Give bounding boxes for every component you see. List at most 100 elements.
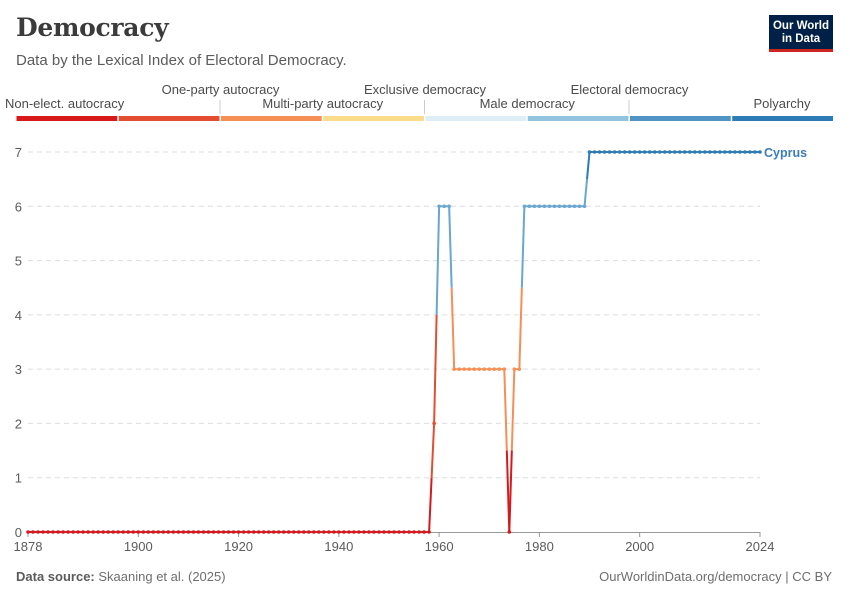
data-point [667, 150, 672, 154]
data-point [517, 367, 522, 371]
data-point [166, 530, 171, 534]
data-point [26, 530, 30, 534]
y-tick-label-5: 5 [15, 254, 22, 269]
data-point [582, 204, 587, 209]
data-source-text[interactable]: Skaaning et al. (2025) [98, 569, 226, 584]
data-point [607, 150, 612, 154]
series-segment [583, 179, 589, 207]
data-point [311, 530, 316, 534]
data-point [512, 367, 517, 371]
data-point [617, 150, 622, 154]
data-point [146, 530, 151, 534]
data-point [627, 150, 632, 154]
logo-line-1: Our World [772, 20, 829, 32]
data-point [186, 530, 191, 534]
data-point [352, 530, 356, 534]
data-point [662, 150, 667, 154]
data-point [632, 150, 637, 154]
owid-logo[interactable]: Our World in Data [769, 15, 833, 52]
x-tick-label-1960: 1960 [425, 539, 454, 554]
legend-label-4: Male democracy [480, 96, 576, 111]
legend-label-5: Electoral democracy [571, 82, 689, 97]
data-point [622, 150, 627, 154]
data-point [703, 150, 707, 154]
data-point [206, 530, 211, 534]
data-point [733, 150, 737, 154]
y-tick-label-1: 1 [15, 471, 22, 486]
data-point [723, 150, 727, 154]
data-point [96, 530, 100, 534]
data-point [337, 530, 341, 534]
x-tick-label-2000: 2000 [625, 539, 654, 554]
series-segment [503, 369, 508, 451]
data-point [236, 530, 241, 534]
data-point [126, 530, 131, 534]
data-point [261, 530, 266, 534]
data-point [597, 150, 602, 154]
footer-link[interactable]: OurWorldinData.org/democracy | CC BY [599, 569, 832, 584]
data-point [226, 530, 231, 534]
data-point [497, 367, 502, 371]
data-point [567, 204, 572, 209]
data-point [412, 530, 416, 534]
data-point [652, 150, 657, 154]
data-point [221, 530, 226, 534]
data-point [552, 204, 557, 209]
data-point [201, 530, 206, 534]
data-source: Data source: Skaaning et al. (2025) [16, 569, 226, 584]
data-point [507, 530, 512, 534]
data-point [372, 530, 376, 534]
legend-swatch-0 [16, 116, 118, 121]
data-point [136, 530, 141, 534]
data-point [457, 367, 461, 371]
data-point [743, 150, 747, 154]
y-tick-label-3: 3 [15, 362, 22, 377]
data-point [211, 530, 216, 534]
data-point [693, 150, 697, 154]
data-point [141, 530, 146, 534]
legend-label-0: Non-elect. autocracy [5, 96, 125, 111]
data-point [442, 204, 446, 209]
data-point [36, 530, 40, 534]
data-point [492, 367, 497, 371]
data-point [682, 150, 687, 154]
data-point [56, 530, 60, 534]
data-point [502, 367, 507, 371]
data-point [342, 530, 346, 534]
data-point [31, 530, 35, 534]
data-point [251, 530, 256, 534]
data-point [557, 204, 562, 209]
series-segment [508, 450, 513, 533]
data-point [231, 530, 236, 534]
data-point [392, 530, 396, 534]
data-point [542, 204, 547, 209]
legend-label-2: Multi-party autocracy [262, 96, 383, 111]
data-point [637, 150, 642, 154]
data-point [46, 530, 50, 534]
data-point [347, 530, 351, 534]
data-point [698, 150, 702, 154]
data-point [291, 530, 296, 534]
data-point [753, 150, 757, 154]
data-point [402, 530, 406, 534]
x-tick-label-1940: 1940 [324, 539, 353, 554]
series-segment [450, 287, 456, 370]
data-point [688, 150, 692, 154]
data-point [642, 150, 647, 154]
data-point [101, 530, 106, 534]
data-point [377, 530, 381, 534]
data-point [447, 204, 451, 209]
data-point [71, 530, 75, 534]
data-point [81, 530, 85, 534]
data-point [477, 367, 482, 371]
data-point [256, 530, 261, 534]
data-point [657, 150, 662, 154]
data-point [672, 150, 677, 154]
data-point [216, 530, 221, 534]
data-point [296, 530, 301, 534]
series-segment [518, 287, 523, 370]
data-point [537, 204, 542, 209]
legend-label-1: One-party autocracy [162, 82, 280, 97]
series-segment [510, 369, 516, 451]
legend-swatch-5 [527, 116, 629, 121]
